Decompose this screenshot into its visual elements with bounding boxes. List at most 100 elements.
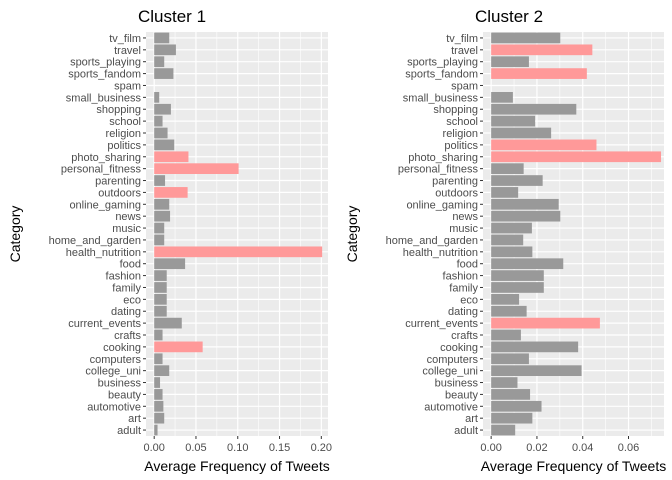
x-tick-label: 0.00 xyxy=(143,442,164,454)
y-tick-label-outdoors: outdoors xyxy=(98,187,141,199)
y-tick-label-tv_film: tv_film xyxy=(446,33,478,45)
bar-online_gaming xyxy=(154,198,170,210)
bar-food xyxy=(491,258,564,270)
y-tick-label-automotive: automotive xyxy=(424,401,478,413)
y-tick-label-dating: dating xyxy=(111,306,141,318)
y-tick-label-crafts: crafts xyxy=(114,330,141,342)
y-tick-label-travel: travel xyxy=(451,45,478,57)
y-axis-label: Category xyxy=(7,206,23,263)
x-tick-label: 0.15 xyxy=(269,442,290,454)
y-tick-label-food: food xyxy=(457,259,478,271)
bar-shopping xyxy=(491,103,577,115)
y-tick-label-school: school xyxy=(446,116,478,128)
y-axis-label: Category xyxy=(344,206,360,263)
y-tick-label-tv_film: tv_film xyxy=(109,33,141,45)
bar-outdoors xyxy=(154,187,188,198)
x-tick-label: 0.20 xyxy=(311,442,332,454)
y-tick-label-current_events: current_events xyxy=(68,318,141,330)
bar-home_and_garden xyxy=(491,234,524,246)
bar-school xyxy=(154,115,163,127)
y-tick-label-art: art xyxy=(128,413,141,425)
bar-college_uni xyxy=(491,365,582,376)
bar-beauty xyxy=(154,389,163,400)
x-tick-label: 0.00 xyxy=(480,442,501,454)
y-tick-label-home_and_garden: home_and_garden xyxy=(49,235,141,247)
y-tick-label-health_nutrition: health_nutrition xyxy=(66,247,141,259)
bar-beauty xyxy=(491,389,531,400)
bar-business xyxy=(491,377,518,388)
bar-art xyxy=(491,412,533,424)
y-tick-label-cooking: cooking xyxy=(440,342,478,354)
y-tick-label-music: music xyxy=(112,223,141,235)
bar-school xyxy=(491,115,536,127)
y-tick-label-fashion: fashion xyxy=(106,271,141,283)
bar-politics xyxy=(491,139,597,151)
y-tick-label-family: family xyxy=(112,282,141,294)
y-tick-label-computers: computers xyxy=(90,354,142,366)
y-tick-label-fashion: fashion xyxy=(443,271,478,283)
y-tick-label-religion: religion xyxy=(443,128,478,140)
bar-adult xyxy=(491,424,516,436)
bar-sports_playing xyxy=(491,56,529,68)
bar-fashion xyxy=(491,270,544,281)
y-tick-label-politics: politics xyxy=(444,140,478,152)
y-tick-label-personal_fitness: personal_fitness xyxy=(61,164,142,176)
y-tick-label-politics: politics xyxy=(107,140,141,152)
y-tick-label-current_events: current_events xyxy=(405,318,478,330)
bar-adult xyxy=(154,424,158,436)
y-tick-label-photo_sharing: photo_sharing xyxy=(408,152,478,164)
y-tick-label-beauty: beauty xyxy=(445,389,479,401)
y-tick-label-crafts: crafts xyxy=(451,330,478,342)
y-tick-label-sports_playing: sports_playing xyxy=(70,57,141,69)
chart-title: Cluster 1 xyxy=(138,7,206,26)
bar-dating xyxy=(491,305,527,317)
y-tick-label-shopping: shopping xyxy=(96,104,141,116)
y-tick-label-news: news xyxy=(115,211,141,223)
bar-news xyxy=(154,210,171,222)
bar-photo_sharing xyxy=(491,151,662,163)
x-tick-label: 0.10 xyxy=(227,442,248,454)
plot-background xyxy=(146,32,328,436)
y-tick-label-adult: adult xyxy=(117,425,141,437)
bar-health_nutrition xyxy=(154,246,323,258)
bar-current_events xyxy=(154,317,182,329)
y-tick-label-personal_fitness: personal_fitness xyxy=(398,164,479,176)
y-tick-label-online_gaming: online_gaming xyxy=(406,199,478,211)
bar-automotive xyxy=(491,400,542,412)
bar-personal_fitness xyxy=(154,163,239,174)
y-tick-label-small_business: small_business xyxy=(403,92,479,104)
y-tick-label-news: news xyxy=(452,211,478,223)
bar-health_nutrition xyxy=(491,246,533,258)
bar-parenting xyxy=(491,175,543,186)
bar-music xyxy=(491,222,532,234)
y-tick-label-beauty: beauty xyxy=(108,389,142,401)
bar-shopping xyxy=(154,103,171,115)
y-tick-label-sports_fandom: sports_fandom xyxy=(68,69,141,81)
bar-religion xyxy=(491,127,552,139)
y-tick-label-eco: eco xyxy=(460,294,478,306)
bar-sports_fandom xyxy=(154,68,174,79)
y-tick-label-college_uni: college_uni xyxy=(85,366,141,378)
y-tick-label-shopping: shopping xyxy=(433,104,478,116)
bar-cooking xyxy=(154,341,203,353)
bar-personal_fitness xyxy=(491,163,524,174)
y-tick-label-sports_fandom: sports_fandom xyxy=(405,69,478,81)
x-tick-label: 0.05 xyxy=(185,442,206,454)
bar-music xyxy=(154,222,165,234)
y-tick-label-computers: computers xyxy=(427,354,479,366)
bar-business xyxy=(154,377,161,388)
y-tick-label-eco: eco xyxy=(123,294,141,306)
y-tick-label-business: business xyxy=(98,378,142,390)
x-tick-label: 0.04 xyxy=(572,442,593,454)
bar-religion xyxy=(154,127,168,139)
y-tick-label-parenting: parenting xyxy=(432,176,478,188)
y-tick-label-online_gaming: online_gaming xyxy=(69,199,141,211)
panel-cluster-2: adultartautomotivebeautybusinesscollege_… xyxy=(344,7,666,474)
bar-small_business xyxy=(491,92,513,103)
bar-sports_playing xyxy=(154,56,165,68)
bar-current_events xyxy=(491,317,600,329)
y-tick-label-travel: travel xyxy=(114,45,141,57)
y-tick-label-art: art xyxy=(465,413,478,425)
bar-tv_film xyxy=(154,32,170,44)
bar-home_and_garden xyxy=(154,234,165,246)
